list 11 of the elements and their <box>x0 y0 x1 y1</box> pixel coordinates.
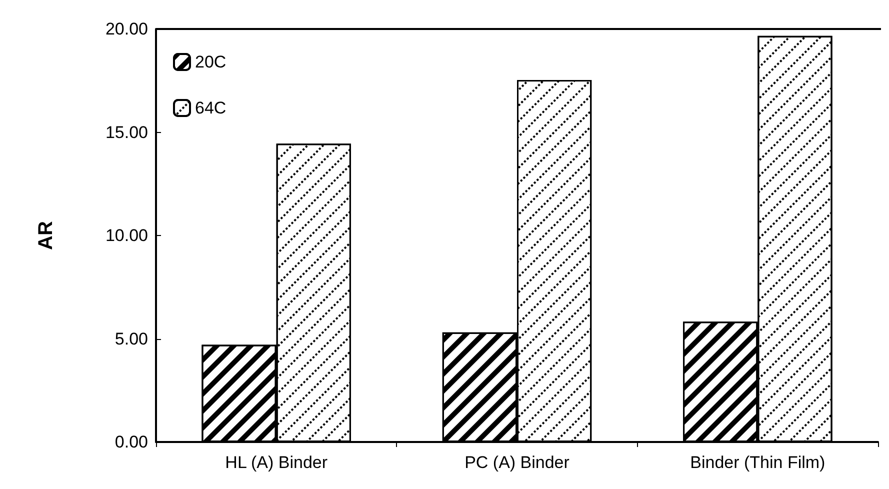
x-tick-label: HL (A) Binder <box>225 453 328 472</box>
x-tick-label: PC (A) Binder <box>464 453 570 472</box>
y-axis-title: AR <box>35 220 57 250</box>
x-tick-label: Binder (Thin Film) <box>690 453 826 472</box>
legend-label: 20C <box>195 52 226 72</box>
y-tick-label: 0.00 <box>114 432 148 452</box>
y-tick-label: 20.00 <box>105 20 148 38</box>
y-tick-label: 10.00 <box>105 226 148 245</box>
y-tick-label: 15.00 <box>105 122 148 142</box>
legend-label: 64C <box>195 98 226 118</box>
y-tick-label: 5.00 <box>114 329 148 348</box>
